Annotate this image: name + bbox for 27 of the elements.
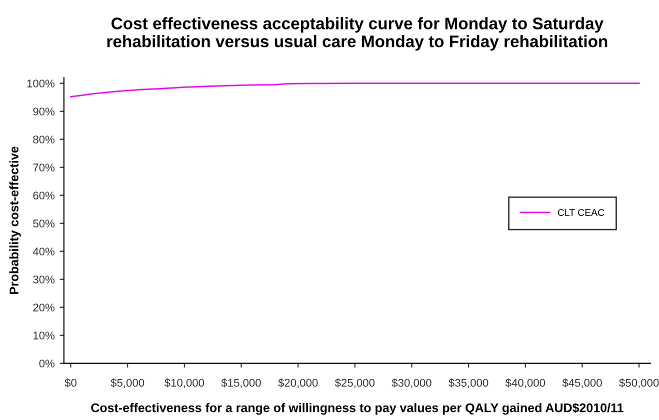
y-tick-label: 50% bbox=[33, 220, 54, 228]
y-tick-label: 0% bbox=[39, 360, 54, 368]
x-tick-label: $20,000 bbox=[278, 378, 318, 388]
x-tick-label: $45,000 bbox=[562, 378, 602, 388]
legend-label: CLT CEAC bbox=[558, 209, 604, 216]
y-tick-label: 100% bbox=[27, 80, 54, 88]
y-tick-label: 90% bbox=[33, 108, 54, 116]
x-tick-label: $25,000 bbox=[334, 378, 375, 388]
line-series bbox=[70, 82, 640, 98]
x-axis-title: Cost-effectiveness for a range of willingness to pay values per QALY gained AUD$2010/11 bbox=[91, 402, 624, 415]
x-tick-label: $35,000 bbox=[448, 378, 488, 388]
y-tick-label: 80% bbox=[33, 136, 54, 144]
y-tick-label: 20% bbox=[33, 304, 54, 312]
x-tick-label: $10,000 bbox=[164, 378, 204, 388]
x-tick-label: $5,000 bbox=[110, 378, 144, 388]
x-tick-label: $40,000 bbox=[505, 378, 546, 388]
x-tick-label: $0 bbox=[64, 378, 76, 388]
chart-title: Cost effectiveness acceptability curve for Monday to Saturday rehabilitation versus usual care Monday to Friday rehabilitation bbox=[107, 17, 608, 51]
x-tick-label: $50,000 bbox=[619, 378, 659, 388]
y-tick-label: 70% bbox=[33, 164, 54, 172]
y-tick-label: 40% bbox=[32, 248, 54, 256]
y-tick-label: 10% bbox=[34, 332, 54, 340]
y-axis-title: Probability cost-effective bbox=[9, 146, 21, 294]
x-tick-label: $30,000 bbox=[392, 378, 432, 388]
x-tick-label: $15,000 bbox=[221, 378, 261, 388]
y-tick-label: 30% bbox=[33, 276, 54, 284]
y-tick-label: 60% bbox=[33, 192, 54, 200]
